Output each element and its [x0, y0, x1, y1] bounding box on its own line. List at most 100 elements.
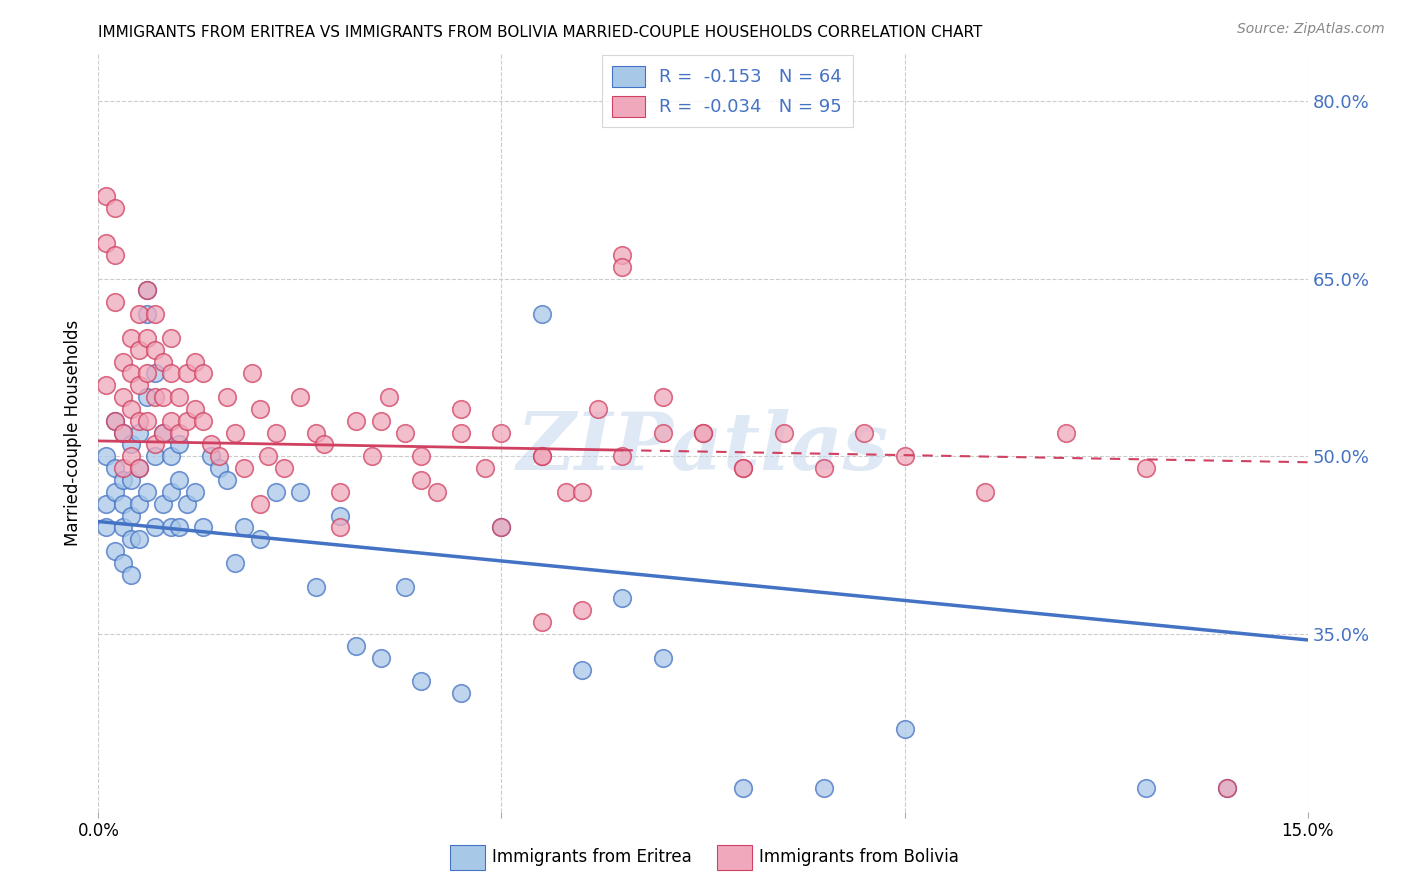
Point: [184, 354, 207, 368]
Point: [111, 473, 134, 487]
Point: [409, 450, 432, 464]
Point: [288, 484, 311, 499]
Point: [111, 461, 134, 475]
Point: [1216, 780, 1239, 795]
Point: [152, 425, 174, 440]
Text: Source: ZipAtlas.com: Source: ZipAtlas.com: [1237, 22, 1385, 37]
Text: IMMIGRANTS FROM ERITREA VS IMMIGRANTS FROM BOLIVIA MARRIED-COUPLE HOUSEHOLDS COR: IMMIGRANTS FROM ERITREA VS IMMIGRANTS FR…: [98, 25, 983, 40]
Point: [491, 520, 513, 534]
Point: [224, 556, 246, 570]
Point: [128, 497, 150, 511]
Point: [193, 414, 215, 428]
Point: [103, 461, 125, 475]
Point: [193, 367, 215, 381]
Point: [135, 307, 157, 321]
Point: [160, 484, 183, 499]
Point: [893, 450, 915, 464]
Point: [305, 580, 328, 594]
Point: [612, 591, 634, 606]
Point: [813, 461, 835, 475]
Point: [176, 414, 198, 428]
Point: [111, 556, 134, 570]
Point: [612, 248, 634, 262]
Point: [128, 461, 150, 475]
Point: [111, 425, 134, 440]
Point: [733, 461, 755, 475]
Point: [612, 450, 634, 464]
Point: [160, 520, 183, 534]
Point: [409, 473, 432, 487]
Point: [692, 425, 714, 440]
Point: [200, 450, 222, 464]
Point: [530, 615, 553, 630]
Point: [135, 331, 157, 345]
Point: [491, 520, 513, 534]
Point: [143, 307, 166, 321]
Point: [120, 331, 142, 345]
Point: [651, 650, 673, 665]
Point: [152, 497, 174, 511]
Point: [344, 639, 367, 653]
Point: [152, 390, 174, 404]
Point: [361, 450, 384, 464]
Point: [120, 473, 142, 487]
Point: [128, 378, 150, 392]
Point: [96, 378, 118, 392]
Point: [651, 425, 673, 440]
Point: [651, 390, 673, 404]
Point: [409, 674, 432, 689]
Point: [208, 461, 231, 475]
Point: [394, 425, 416, 440]
Point: [586, 401, 609, 416]
Point: [249, 533, 271, 547]
Point: [160, 450, 183, 464]
Point: [103, 201, 125, 215]
Point: [1054, 425, 1077, 440]
Point: [217, 390, 239, 404]
Point: [813, 780, 835, 795]
Point: [103, 248, 125, 262]
Point: [491, 425, 513, 440]
Point: [103, 544, 125, 558]
Point: [273, 461, 295, 475]
Point: [256, 450, 278, 464]
Point: [143, 450, 166, 464]
Point: [329, 508, 352, 523]
Point: [232, 520, 254, 534]
Point: [530, 450, 553, 464]
Point: [135, 367, 157, 381]
Point: [152, 425, 174, 440]
Point: [128, 307, 150, 321]
Point: [240, 367, 263, 381]
Point: [1135, 461, 1157, 475]
Point: [176, 367, 198, 381]
Point: [160, 367, 183, 381]
Point: [329, 520, 352, 534]
Point: [450, 401, 472, 416]
Point: [167, 425, 190, 440]
Point: [1216, 780, 1239, 795]
Point: [733, 461, 755, 475]
Point: [314, 437, 336, 451]
Point: [103, 414, 125, 428]
Point: [208, 450, 231, 464]
Point: [612, 260, 634, 274]
Point: [474, 461, 496, 475]
Point: [135, 484, 157, 499]
Point: [853, 425, 876, 440]
Point: [96, 520, 118, 534]
Point: [128, 425, 150, 440]
Point: [377, 390, 399, 404]
Point: [152, 354, 174, 368]
Point: [1135, 780, 1157, 795]
Point: [224, 425, 246, 440]
Point: [120, 367, 142, 381]
Text: Immigrants from Eritrea: Immigrants from Eritrea: [492, 848, 692, 866]
Point: [450, 686, 472, 700]
Point: [530, 307, 553, 321]
Point: [176, 497, 198, 511]
Text: Immigrants from Bolivia: Immigrants from Bolivia: [759, 848, 959, 866]
Point: [200, 437, 222, 451]
Point: [571, 663, 593, 677]
Point: [264, 484, 287, 499]
